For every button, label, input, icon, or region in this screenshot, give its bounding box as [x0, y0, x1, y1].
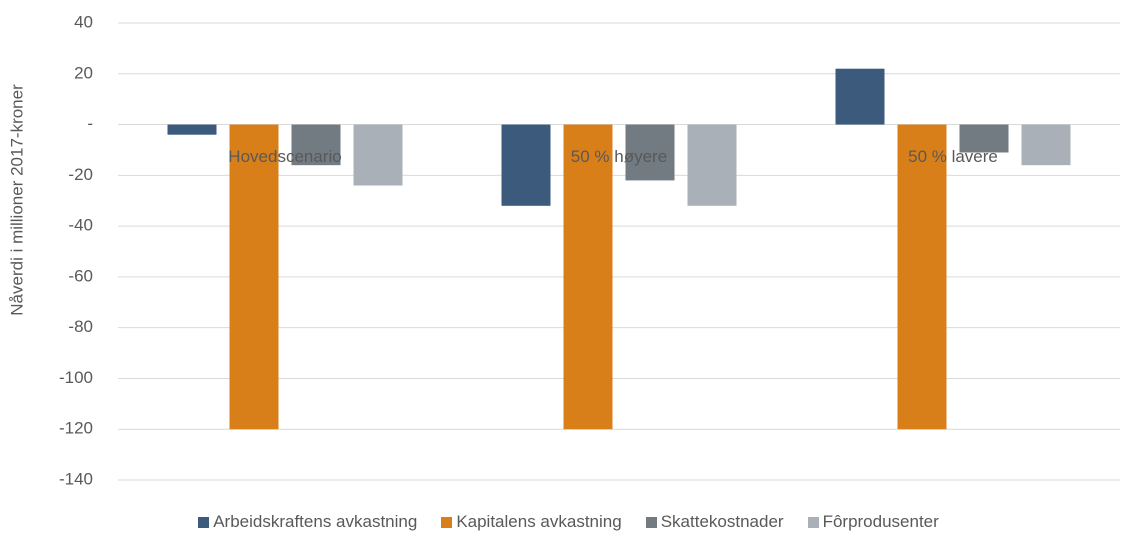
y-tick-label: 40 [74, 12, 93, 31]
bar [563, 124, 613, 430]
y-tick-label: -40 [68, 216, 93, 235]
y-axis-label: Nåverdi i millioner 2017-kroner [7, 84, 26, 316]
legend-swatch [807, 516, 819, 528]
legend-label: Fôrprodusenter [822, 512, 939, 531]
bar [501, 124, 551, 206]
bar [1021, 124, 1071, 166]
y-tick-label: -140 [59, 469, 93, 488]
bar [959, 124, 1009, 153]
legend-label: Skattekostnader [660, 512, 784, 531]
bar [353, 124, 403, 186]
plot: Nåverdi i millioner 2017-kroner -140 -120… [7, 12, 1120, 488]
bar [229, 124, 279, 430]
legend-swatch [198, 516, 210, 528]
legend-label: Kapitalens avkastning [456, 512, 622, 531]
bar [687, 124, 737, 206]
x-tick-label: Hovedscenario [228, 147, 341, 166]
bar [897, 124, 947, 430]
y-tick-label: -80 [68, 317, 93, 336]
y-tick-label: 20 [74, 63, 93, 82]
y-tick-label: -120 [59, 419, 93, 438]
legend-item: Skattekostnader [645, 512, 784, 532]
legend-swatch [441, 516, 453, 528]
y-tick-label: -60 [68, 266, 93, 285]
y-tick-label: -100 [59, 368, 93, 387]
legend-label: Arbeidskraftens avkastning [213, 512, 418, 531]
legend: Arbeidskraftens avkastning Kapitalens avk… [0, 512, 1137, 532]
x-tick-label: 50 % lavere [908, 147, 998, 166]
legend-swatch [645, 516, 657, 528]
grid [118, 22, 1120, 481]
legend-item: Arbeidskraftens avkastning [198, 512, 417, 532]
y-tick-label: - [87, 114, 93, 133]
y-tick-label: -20 [68, 165, 93, 184]
legend-item: Kapitalens avkastning [441, 512, 622, 532]
bar [835, 68, 885, 125]
x-tick-label: 50 % høyere [571, 147, 667, 166]
legend-item: Fôrprodusenter [807, 512, 939, 532]
bar [625, 124, 675, 181]
bar [167, 124, 217, 135]
bar [291, 124, 341, 166]
